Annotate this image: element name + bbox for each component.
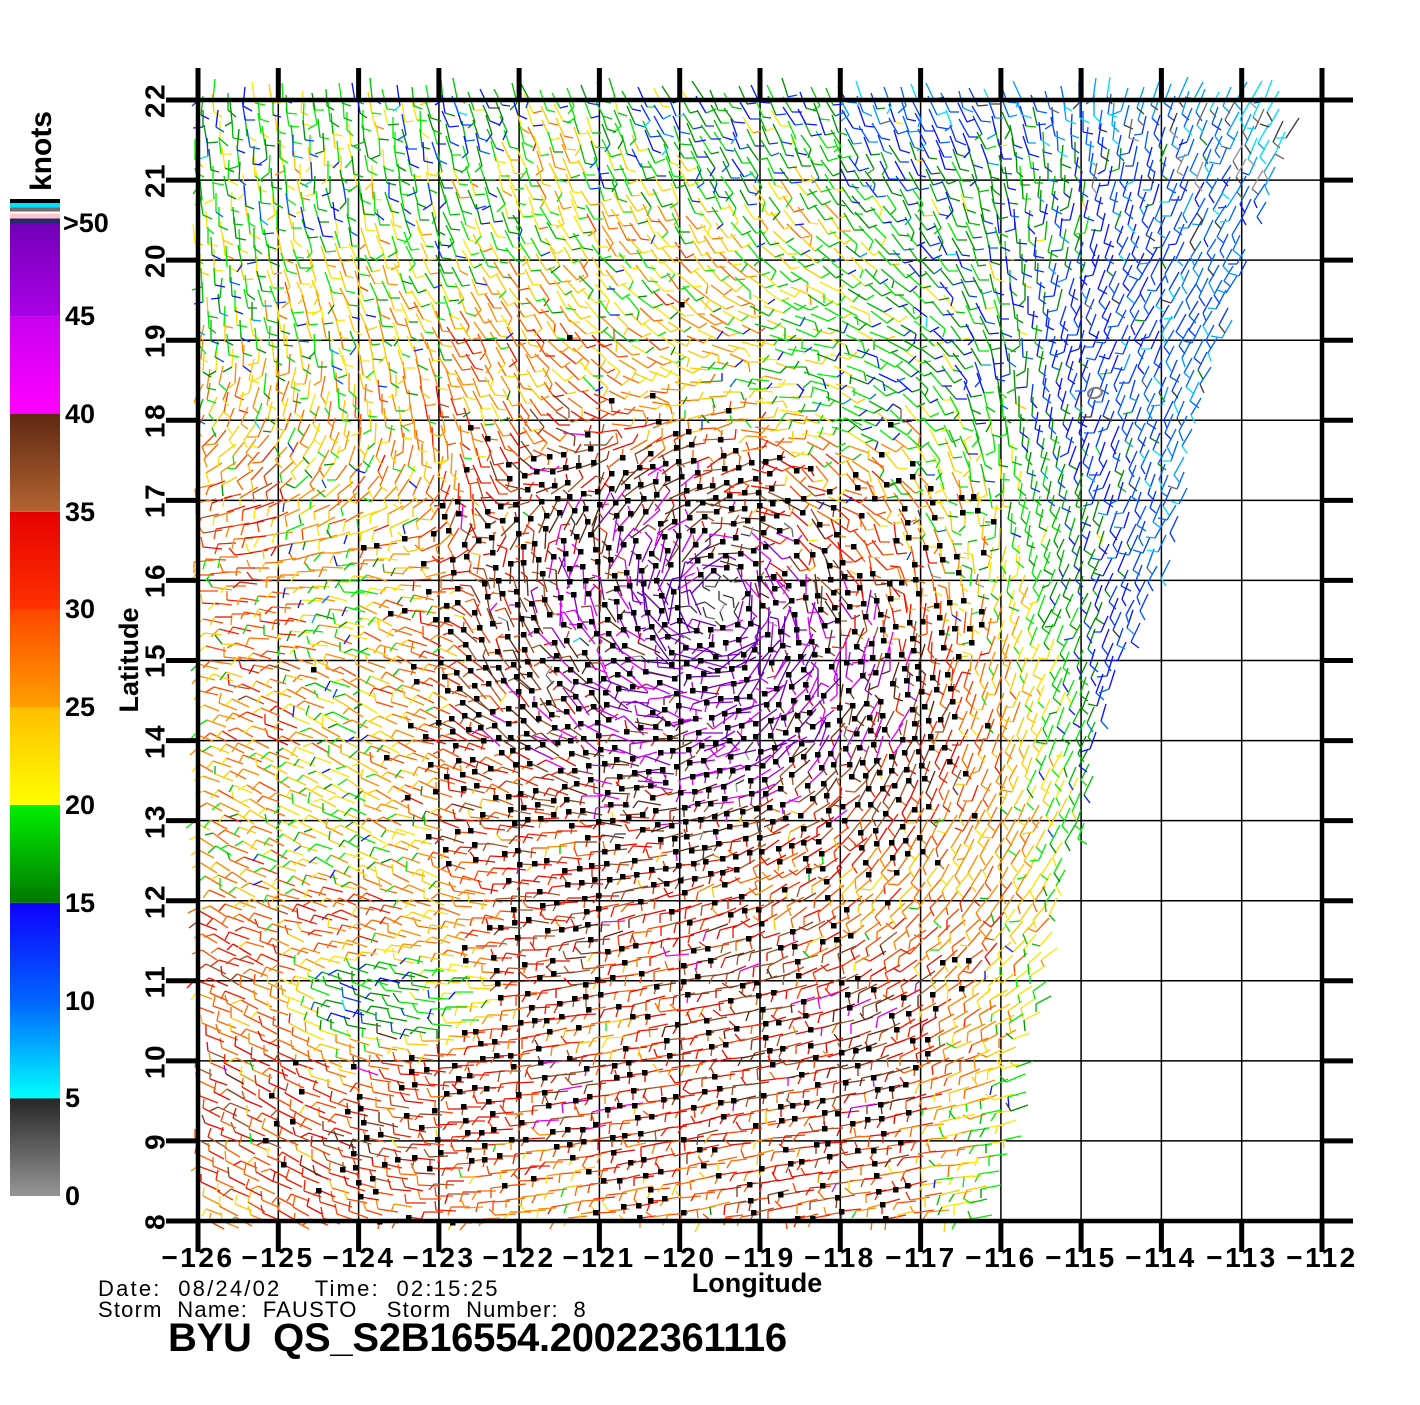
svg-text:35: 35 bbox=[65, 497, 95, 527]
svg-text:−121: −121 bbox=[562, 1242, 635, 1273]
svg-text:−113: −113 bbox=[1206, 1242, 1278, 1273]
svg-text:−115: −115 bbox=[1045, 1242, 1117, 1273]
svg-text:10: 10 bbox=[65, 986, 95, 1016]
svg-text:−125: −125 bbox=[241, 1242, 314, 1273]
svg-text:−126: −126 bbox=[161, 1242, 234, 1273]
svg-text:−123: −123 bbox=[402, 1242, 475, 1273]
svg-text:20: 20 bbox=[139, 242, 170, 278]
svg-text:−120: −120 bbox=[643, 1242, 716, 1273]
svg-text:12: 12 bbox=[139, 883, 170, 919]
svg-text:−114: −114 bbox=[1125, 1242, 1197, 1273]
svg-text:Latitude: Latitude bbox=[114, 608, 144, 713]
svg-text:13: 13 bbox=[139, 803, 170, 839]
svg-text:−124: −124 bbox=[322, 1242, 395, 1273]
svg-text:5: 5 bbox=[65, 1083, 80, 1113]
svg-text:10: 10 bbox=[139, 1043, 170, 1079]
svg-text:21: 21 bbox=[139, 162, 170, 198]
svg-text:40: 40 bbox=[65, 399, 95, 429]
svg-text:20: 20 bbox=[65, 790, 95, 820]
svg-text:Date: 08/24/02 Time: 02:1: Date: 08/24/02 Time: 02:15:25 bbox=[98, 1276, 500, 1301]
svg-text:18: 18 bbox=[139, 402, 170, 438]
svg-text:19: 19 bbox=[139, 322, 170, 358]
svg-text:30: 30 bbox=[65, 594, 95, 624]
svg-text:−112: −112 bbox=[1286, 1242, 1358, 1273]
svg-text:BYU QS_S2B16554.20022361116: BYU QS_S2B16554.20022361116 bbox=[168, 1316, 787, 1360]
svg-text:0: 0 bbox=[65, 1181, 80, 1211]
svg-text:15: 15 bbox=[139, 642, 170, 678]
svg-text:45: 45 bbox=[65, 301, 95, 331]
svg-text:−118: −118 bbox=[804, 1242, 876, 1273]
svg-text:−116: −116 bbox=[965, 1242, 1037, 1273]
svg-text:−117: −117 bbox=[885, 1242, 957, 1273]
svg-text:17: 17 bbox=[139, 482, 170, 518]
svg-text:9: 9 bbox=[139, 1132, 170, 1150]
svg-text:22: 22 bbox=[139, 82, 170, 118]
svg-text:25: 25 bbox=[65, 692, 95, 722]
svg-text:−119: −119 bbox=[724, 1242, 796, 1273]
svg-text:14: 14 bbox=[139, 723, 170, 759]
svg-text:Longitude: Longitude bbox=[692, 1268, 822, 1298]
svg-text:−122: −122 bbox=[482, 1242, 555, 1273]
svg-text:11: 11 bbox=[139, 964, 170, 999]
svg-text:8: 8 bbox=[139, 1212, 170, 1230]
svg-text:knots: knots bbox=[25, 111, 58, 191]
svg-text:Storm Name: FAUSTO Storm: Storm Name: FAUSTO Storm Number: 8 bbox=[98, 1297, 587, 1322]
svg-text:>50: >50 bbox=[63, 208, 109, 238]
svg-text:16: 16 bbox=[139, 562, 170, 598]
svg-text:15: 15 bbox=[65, 888, 95, 918]
